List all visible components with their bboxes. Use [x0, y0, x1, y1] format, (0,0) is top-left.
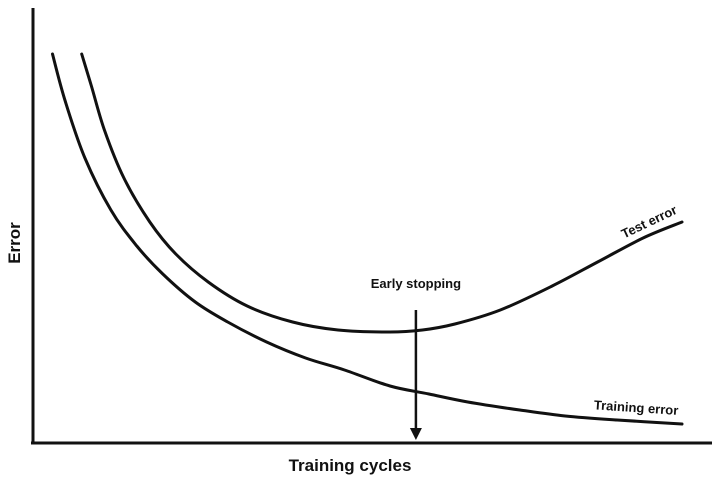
x-axis-label: Training cycles [289, 456, 412, 475]
series-group [51, 52, 684, 426]
label-group: Training cycles Error Training errorTest… [5, 202, 679, 475]
series-line-training-error [51, 52, 684, 426]
series-line-test-error [80, 52, 684, 334]
annotation-label: Early stopping [371, 276, 461, 291]
series-label-training-error: Training error [593, 397, 678, 418]
y-axis-label: Error [5, 222, 24, 264]
annotation-group: Early stopping [371, 276, 461, 440]
annotation-arrow-head [409, 428, 422, 440]
